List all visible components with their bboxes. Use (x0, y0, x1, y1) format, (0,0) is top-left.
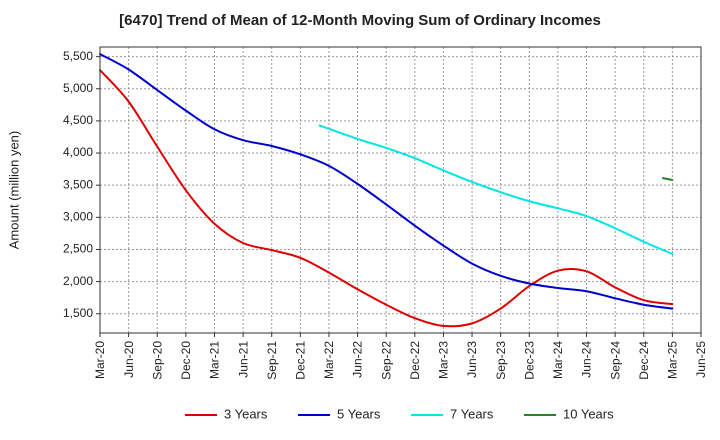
chart-title: [6470] Trend of Mean of 12-Month Moving … (119, 12, 601, 29)
x-tick-label: Mar-23 (437, 341, 451, 379)
y-tick-label: 1,500 (63, 306, 93, 320)
x-tick-label: Dec-22 (408, 341, 422, 380)
x-tick-label: Jun-22 (351, 341, 365, 378)
x-tick-label: Dec-20 (179, 341, 193, 380)
x-tick-label: Mar-21 (208, 341, 222, 379)
x-tick-label: Dec-23 (522, 341, 536, 380)
x-tick-label: Sep-22 (379, 341, 393, 380)
x-tick-label: Sep-24 (608, 341, 622, 380)
x-tick-label: Jun-25 (694, 341, 708, 378)
x-tick-label: Jun-21 (236, 341, 250, 378)
legend-label-3-years: 3 Years (224, 406, 268, 421)
x-tick-label: Mar-24 (551, 341, 565, 379)
x-tick-label: Mar-22 (322, 341, 336, 379)
y-tick-label: 2,500 (63, 242, 93, 256)
x-tick-label: Dec-24 (637, 341, 651, 380)
x-tick-label: Jun-20 (122, 341, 136, 378)
x-tick-label: Dec-21 (294, 341, 308, 380)
y-tick-label: 5,500 (63, 49, 93, 63)
y-tick-label: 2,000 (63, 274, 93, 288)
y-tick-label: 3,000 (63, 209, 93, 223)
y-tick-label: 3,500 (63, 177, 93, 191)
x-tick-label: Sep-21 (265, 341, 279, 380)
y-tick-label: 5,000 (63, 81, 93, 95)
x-tick-label: Mar-25 (666, 341, 680, 379)
legend-label-7-years: 7 Years (450, 406, 494, 421)
series-line-3-years (99, 69, 674, 328)
plot-frame (99, 46, 702, 334)
y-tick-label: 4,000 (63, 145, 93, 159)
legend-label-10-years: 10 Years (563, 406, 614, 421)
series-line-10-years (661, 177, 674, 182)
series-line-5-years (99, 53, 674, 310)
plot-area (100, 47, 701, 333)
x-tick-label: Jun-24 (580, 341, 594, 378)
series-line-7-years (318, 124, 674, 255)
y-tick-label: 4,500 (63, 113, 93, 127)
x-tick-label: Sep-20 (150, 341, 164, 380)
legend-label-5-years: 5 Years (337, 406, 381, 421)
x-tick-label: Jun-23 (465, 341, 479, 378)
x-tick-label: Sep-23 (494, 341, 508, 380)
x-tick-label: Mar-20 (93, 341, 107, 379)
